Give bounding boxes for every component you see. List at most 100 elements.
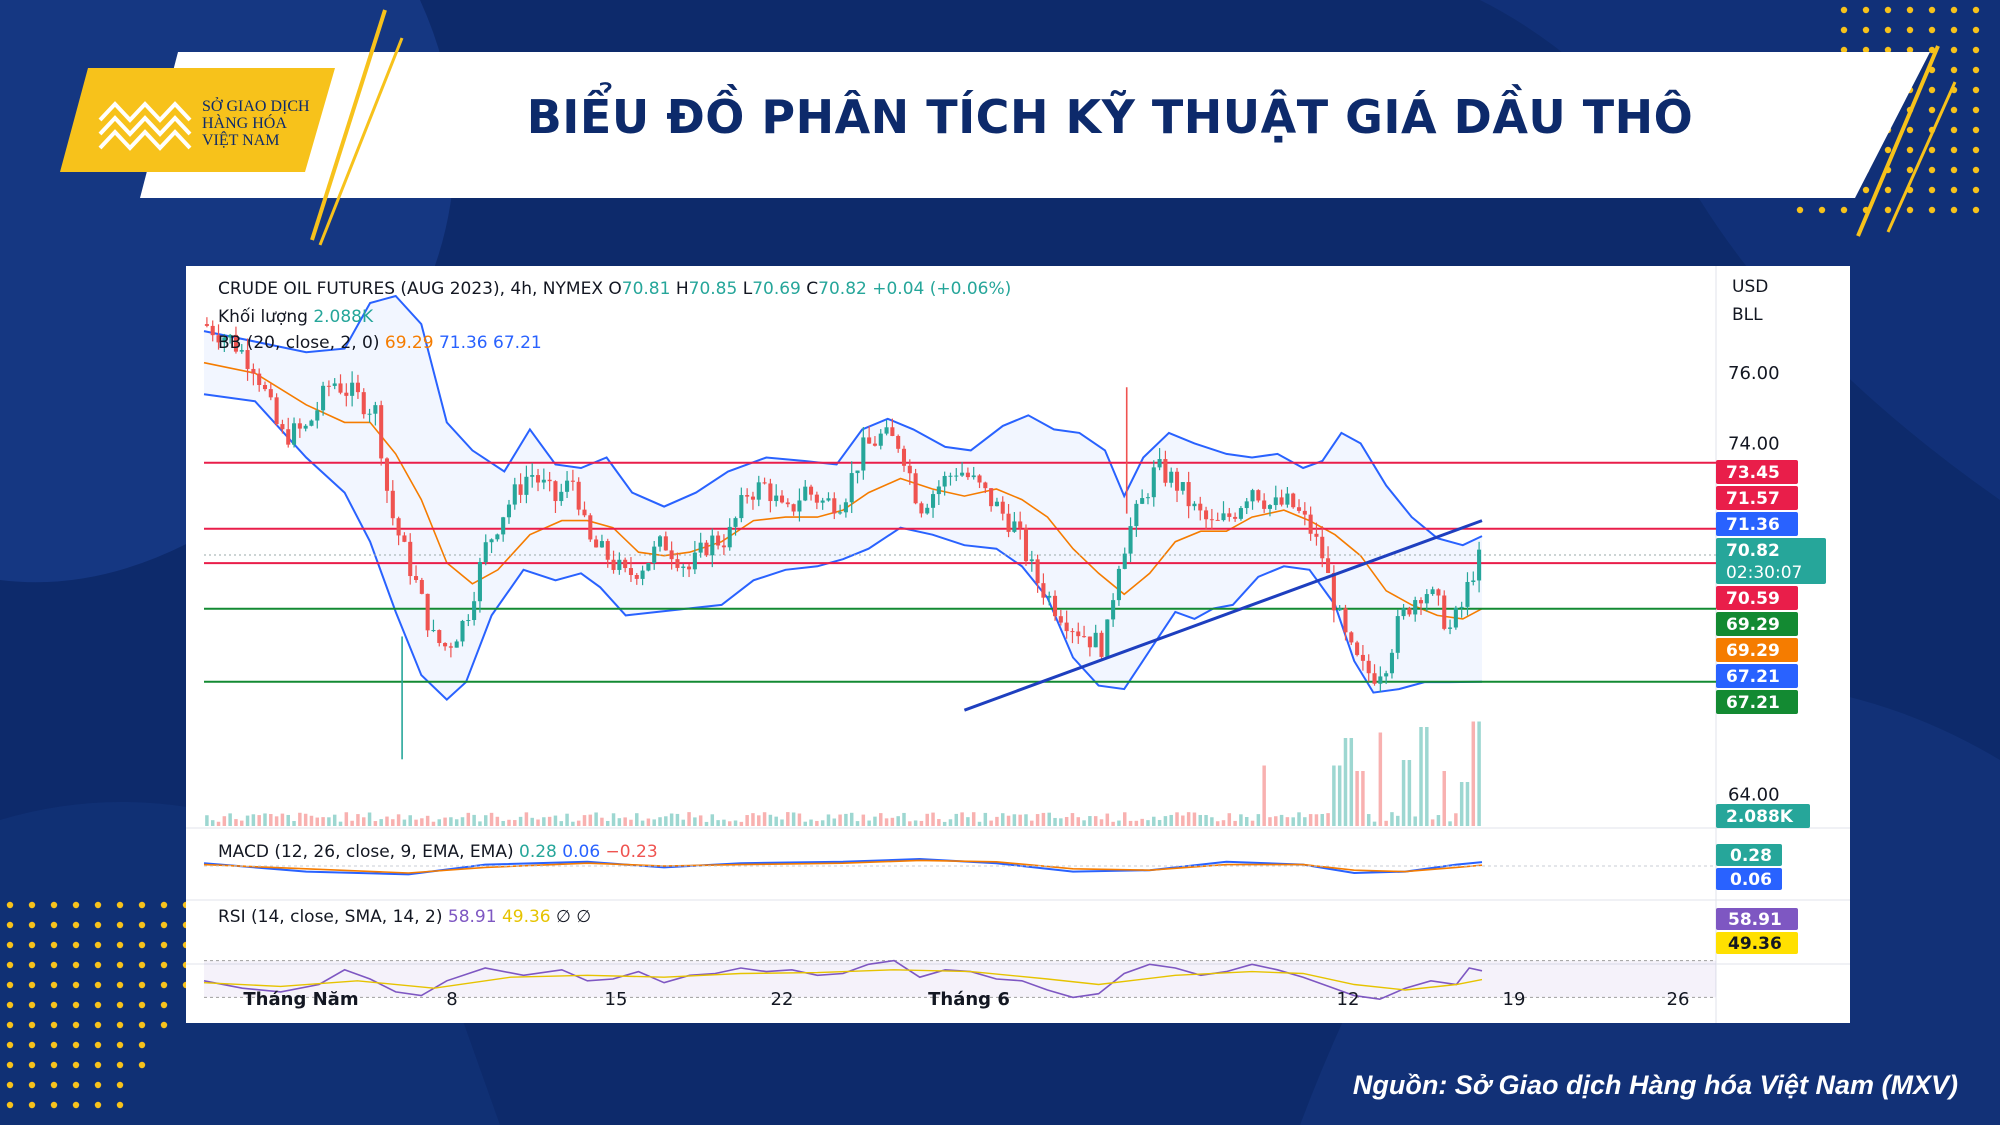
candle-body — [861, 437, 866, 471]
y-tick-label: 64.00 — [1728, 784, 1780, 805]
decor-dot — [1818, 206, 1826, 214]
volume-bar — [576, 820, 581, 826]
legend-macd-value: −0.23 — [606, 842, 658, 862]
volume-bar — [832, 818, 837, 826]
decor-dot — [28, 921, 36, 929]
volume-bar — [931, 812, 935, 826]
decor-dot — [1950, 206, 1958, 214]
volume-bar — [286, 814, 290, 826]
volume-bar — [414, 819, 418, 826]
volume-badge — [1716, 804, 1810, 828]
volume-bar — [635, 813, 639, 826]
volume-bar — [1326, 813, 1330, 826]
price-badge-text: 67.21 — [1726, 693, 1780, 713]
candle-body — [1163, 459, 1168, 483]
candle-body — [315, 410, 320, 421]
macd-signal-line — [203, 859, 1483, 874]
candle-body — [1035, 559, 1040, 584]
volume-bar — [321, 817, 325, 826]
candle-body — [1105, 619, 1110, 657]
volume-bar — [971, 812, 976, 826]
volume-bar — [919, 820, 924, 826]
decor-dot — [1840, 46, 1848, 54]
volume-bar — [1268, 817, 1272, 826]
decor-dot — [1950, 6, 1958, 14]
volume-bar — [1361, 771, 1365, 826]
volume-bar — [327, 817, 331, 826]
volume-bar — [791, 812, 796, 826]
legend-volume: Khối lượng 2.088K — [218, 306, 374, 327]
logo-line: HÀNG HÓA — [202, 115, 287, 132]
ascending-trendline — [963, 519, 1483, 712]
volume-bar — [483, 815, 488, 826]
candle-body — [1430, 589, 1435, 595]
candle-body — [303, 425, 308, 429]
volume-bar — [1076, 817, 1081, 826]
decor-dot — [50, 1041, 58, 1049]
volume-badge-text: 2.088K — [1726, 807, 1794, 827]
decor-dot — [160, 901, 168, 909]
candle-body — [1116, 568, 1121, 601]
candle-body — [489, 539, 494, 543]
candle-body — [1244, 501, 1249, 509]
candle-body — [872, 443, 877, 446]
volume-bar — [518, 816, 523, 826]
macd-badge-text: 0.28 — [1730, 846, 1772, 866]
decor-dot — [1862, 6, 1870, 14]
decor-dot — [1928, 146, 1936, 154]
volume-bar — [844, 813, 848, 826]
volume-bar — [1291, 817, 1295, 826]
volume-bar — [1337, 765, 1342, 826]
legend-ohlc-value: 70.81 — [622, 279, 676, 299]
candle-body — [588, 515, 593, 540]
candle-body — [216, 335, 221, 343]
candle-body — [983, 482, 988, 489]
decor-dot — [1972, 46, 1980, 54]
legend-ohlc-value: 70.82 — [818, 279, 872, 299]
legend-bb-value: 67.21 — [493, 333, 542, 353]
decor-dot — [1950, 166, 1958, 174]
candle-body — [292, 423, 297, 445]
volume-bar — [251, 814, 256, 826]
volume-bar — [1436, 815, 1441, 826]
decor-dot — [6, 1041, 14, 1049]
decor-dot — [116, 941, 124, 949]
candle-body — [582, 509, 587, 516]
volume-bar — [344, 812, 349, 826]
volume-bar — [280, 813, 285, 826]
volume-bar — [658, 817, 662, 826]
volume-bar — [408, 815, 412, 826]
volume-bar — [1053, 817, 1057, 826]
candle-body — [413, 576, 419, 580]
decor-dot — [94, 1021, 102, 1029]
countdown-text: 02:30:07 — [1726, 563, 1802, 583]
candle-body — [1145, 497, 1151, 499]
volume-bar — [745, 815, 749, 826]
volume-bar — [356, 814, 360, 826]
volume-bar — [646, 818, 651, 826]
decor-dot — [6, 901, 14, 909]
volume-bar — [675, 813, 680, 826]
volume-bar — [774, 816, 778, 826]
volume-bar — [553, 815, 558, 826]
decor-dot — [6, 921, 14, 929]
candle-body — [367, 413, 372, 415]
volume-bar — [1390, 812, 1394, 826]
volume-bar — [571, 821, 575, 826]
candle-body — [733, 518, 738, 527]
candle-body — [483, 542, 488, 562]
volume-bar — [495, 816, 500, 826]
candle-body — [762, 482, 767, 484]
volume-bar — [501, 820, 505, 826]
volume-bar — [257, 815, 261, 826]
volume-bar — [600, 817, 604, 826]
volume-bar — [780, 819, 784, 826]
volume-bar — [1198, 814, 1203, 826]
volume-bar — [1128, 820, 1133, 826]
volume-bar — [1024, 814, 1028, 826]
candle-body — [274, 397, 279, 425]
legend-rsi: RSI (14, close, SMA, 14, 2) 58.91 49.36 … — [218, 907, 591, 927]
volume-bar — [1407, 760, 1412, 826]
volume-bar — [838, 814, 842, 826]
volume-bar — [1454, 813, 1458, 826]
